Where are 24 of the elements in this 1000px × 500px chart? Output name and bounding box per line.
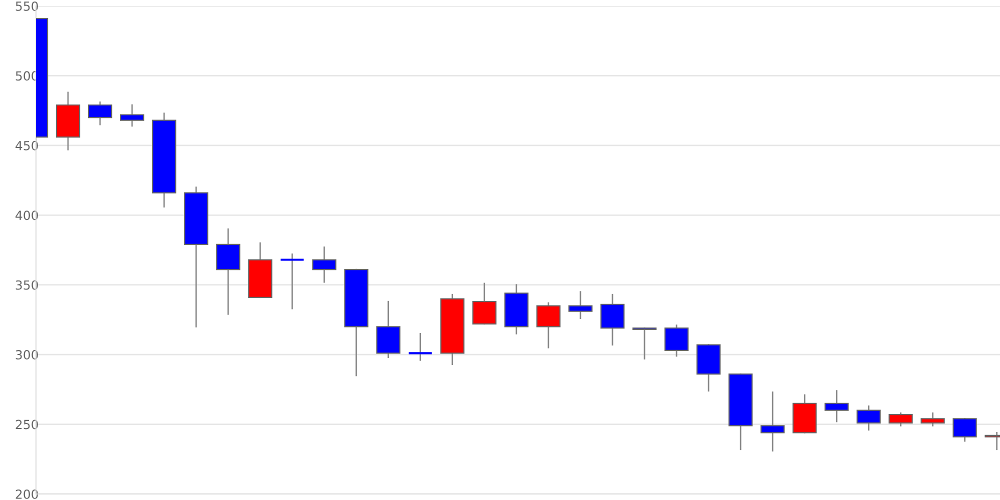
y-tick-label: 200 xyxy=(16,489,38,499)
y-tick-label: 450 xyxy=(16,140,38,150)
candlestick xyxy=(312,246,336,283)
y-tick-label: 400 xyxy=(16,210,38,220)
candlestick xyxy=(888,412,913,426)
candlestick xyxy=(920,412,945,426)
candlestick xyxy=(536,302,561,348)
candlestick xyxy=(824,390,849,422)
y-tick-label: 550 xyxy=(16,1,38,11)
candlestick xyxy=(88,102,112,126)
y-tick-label: 350 xyxy=(16,280,38,290)
candlestick xyxy=(280,253,305,310)
candlestick xyxy=(856,405,881,431)
candlestick xyxy=(600,294,625,346)
y-tick-label: 250 xyxy=(16,420,38,430)
candlestick xyxy=(952,418,977,442)
candlestick xyxy=(760,392,785,452)
candlestick xyxy=(664,324,689,357)
candlestick xyxy=(472,282,496,325)
y-tick-label: 300 xyxy=(16,350,38,360)
candlestick xyxy=(568,291,593,320)
candlestick xyxy=(632,327,657,360)
candlestick xyxy=(408,332,433,361)
candlestick xyxy=(120,104,144,127)
